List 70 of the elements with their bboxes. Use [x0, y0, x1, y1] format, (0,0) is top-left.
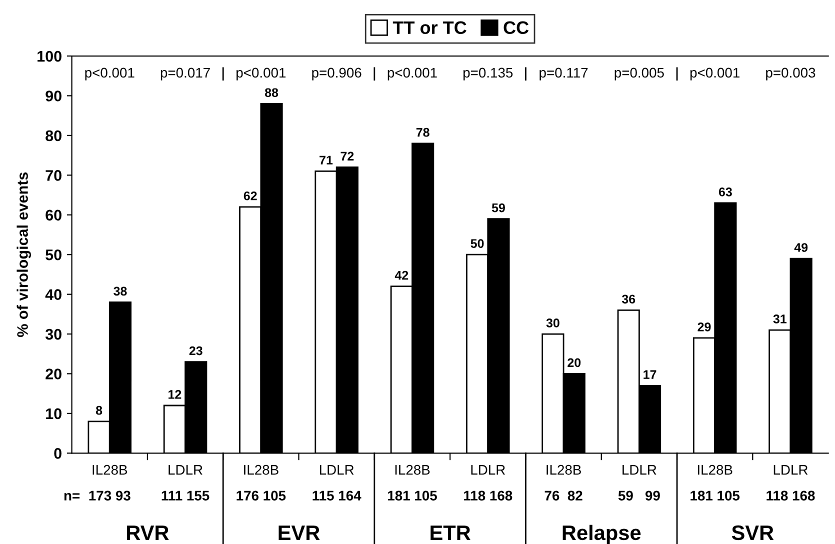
data-label: 30 [546, 318, 560, 328]
data-label: 17 [644, 370, 656, 379]
data-label: 36 [622, 294, 636, 304]
y-tick-label: 90 [46, 90, 62, 102]
data-label: 72 [340, 152, 354, 160]
y-axis-title: % of virological events [16, 172, 32, 337]
annotation: p<0.001 [388, 68, 437, 80]
data-label: 23 [189, 346, 202, 356]
x-tick-label: LDLR [320, 465, 354, 475]
text: 115 164 [312, 490, 362, 501]
data-label: 31 [773, 314, 787, 324]
y-tick-label: 50 [46, 249, 62, 260]
annotation: p<0.001 [236, 68, 286, 80]
y-tick-label: 40 [45, 289, 62, 300]
annotation: p=0.003 [766, 68, 816, 80]
y-tick-label: 70 [46, 170, 62, 181]
y-tick-label: 20 [46, 368, 62, 380]
legend-label: CC [504, 21, 529, 34]
text: Relapse [562, 524, 641, 544]
x-tick-label: IL28B [395, 464, 430, 475]
text: 181 105 [388, 490, 437, 501]
annotation: p=0.135 [463, 68, 513, 80]
data-label: 49 [794, 243, 808, 252]
x-tick-label: IL28B [698, 464, 732, 475]
data-label: 71 [320, 156, 333, 164]
data-label: 29 [698, 322, 711, 332]
annotation: p=0.017 [160, 68, 210, 80]
annotation: p=0.005 [614, 68, 664, 80]
data-label: 50 [470, 239, 484, 248]
text: 181 105 [690, 490, 740, 501]
text: 118 168 [464, 490, 512, 501]
text: 76 82 [544, 490, 582, 501]
data-label: 20 [568, 358, 581, 368]
x-tick-label: IL28B [244, 464, 278, 475]
annotation: p<0.001 [690, 68, 740, 80]
data-label: 78 [416, 128, 430, 137]
text: RVR [127, 526, 169, 540]
data-label: 42 [394, 270, 408, 280]
data-label: 8 [96, 406, 102, 415]
y-tick-label: 10 [46, 408, 62, 420]
x-tick-label: LDLR [622, 465, 656, 475]
text: EVR [278, 526, 320, 540]
y-tick-label: 100 [38, 50, 62, 62]
data-label: 12 [168, 390, 182, 399]
x-tick-label: LDLR [168, 465, 202, 475]
annotation: p<0.001 [85, 68, 134, 80]
text: 111 155 [162, 490, 210, 501]
x-tick-label: IL28B [546, 464, 581, 475]
y-tick-label: 0 [54, 448, 62, 459]
text: 173 93 [89, 490, 130, 501]
text: 118 168 [766, 490, 815, 501]
data-label: 59 [492, 203, 505, 212]
y-tick-label: 30 [45, 328, 62, 340]
data-label: 63 [718, 187, 732, 196]
text: 59 99 [618, 490, 660, 501]
data-label: 62 [244, 191, 257, 200]
data-label: 38 [114, 286, 127, 296]
data-label: 88 [264, 88, 278, 98]
legend-label: TT or TC [392, 21, 466, 34]
text: SVR [732, 525, 774, 540]
annotation: p=0.117 [540, 68, 588, 80]
annotation: p=0.906 [312, 68, 362, 80]
text: 176 105 [236, 490, 286, 501]
y-tick-label: 80 [46, 130, 62, 142]
x-tick-label: LDLR [471, 465, 505, 475]
text: n= [64, 492, 80, 500]
text: ETR [430, 526, 470, 540]
x-tick-label: IL28B [92, 464, 128, 475]
y-tick-label: 60 [46, 210, 62, 221]
x-tick-label: LDLR [774, 465, 808, 475]
